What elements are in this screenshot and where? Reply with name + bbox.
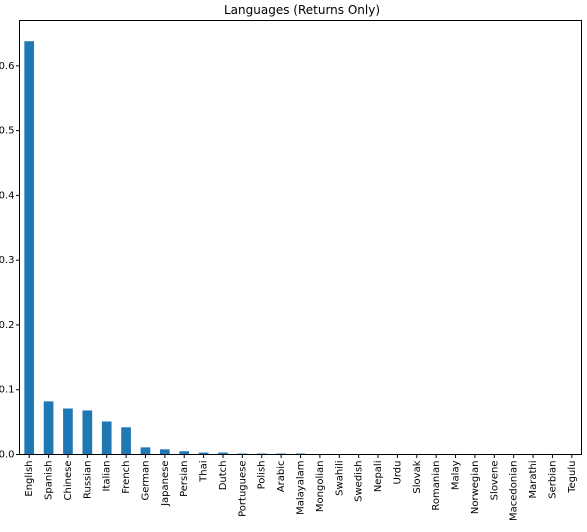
y-axis: 0.0 0.1 0.2 0.3 0.4 0.5 0.6 — [0, 61, 20, 461]
bar-french — [121, 427, 131, 454]
x-tick-label: Swahili — [334, 461, 345, 496]
x-tick-label: Persian — [179, 461, 190, 497]
x-tick-label: Marathi — [528, 461, 539, 499]
x-tick-label: Tegulu — [567, 461, 578, 494]
y-tick-label: 0.5 — [0, 126, 15, 137]
bar-japanese — [160, 449, 170, 454]
x-tick-label: Italian — [102, 461, 113, 492]
x-tick-label: Chinese — [63, 461, 74, 501]
x-tick-label: Urdu — [392, 461, 403, 485]
bar-chinese — [63, 409, 73, 455]
bars-layer — [24, 41, 576, 454]
bar-spanish — [44, 401, 54, 454]
x-tick-label: Romanian — [431, 461, 442, 511]
x-tick-label: French — [121, 461, 132, 494]
x-tick-label: Spanish — [44, 461, 55, 501]
bar-italian — [102, 421, 112, 454]
x-tick-label: Russian — [82, 461, 93, 500]
x-tick-label: English — [24, 461, 35, 497]
x-tick-label: Japanese — [160, 461, 171, 507]
y-tick-label: 0.6 — [0, 61, 15, 72]
x-tick-label: Portuguese — [237, 461, 248, 517]
x-axis: English Spanish Chinese Russian Italian Frenc… — [24, 455, 578, 521]
bar-english — [24, 41, 34, 454]
y-tick-label: 0.2 — [0, 320, 15, 331]
x-tick-label: German — [140, 461, 151, 501]
x-tick-label: Slovak — [412, 460, 423, 493]
x-tick-label: Swedish — [354, 461, 365, 502]
bar-russian — [82, 410, 92, 454]
x-tick-label: Arabic — [276, 461, 287, 493]
x-tick-label: Nepali — [373, 461, 384, 493]
x-tick-label: Polish — [257, 461, 268, 490]
x-tick-label: Norwegian — [470, 461, 481, 515]
y-tick-label: 0.0 — [0, 450, 15, 461]
y-tick-label: 0.3 — [0, 255, 15, 266]
bar-german — [141, 447, 151, 454]
x-tick-label: Mongolian — [315, 461, 326, 513]
plot-frame — [20, 21, 582, 455]
x-tick-label: Macedonian — [509, 461, 520, 521]
x-tick-label: Thai — [199, 461, 210, 483]
x-tick-label: Malayalam — [296, 461, 307, 515]
y-tick-label: 0.1 — [0, 385, 15, 396]
x-tick-label: Dutch — [218, 461, 229, 491]
x-tick-label: Malay — [451, 460, 462, 490]
x-tick-label: Serbian — [547, 461, 558, 499]
y-tick-label: 0.4 — [0, 190, 15, 201]
x-tick-label: Slovene — [489, 461, 500, 501]
chart-title: Languages (Returns Only) — [224, 3, 380, 17]
